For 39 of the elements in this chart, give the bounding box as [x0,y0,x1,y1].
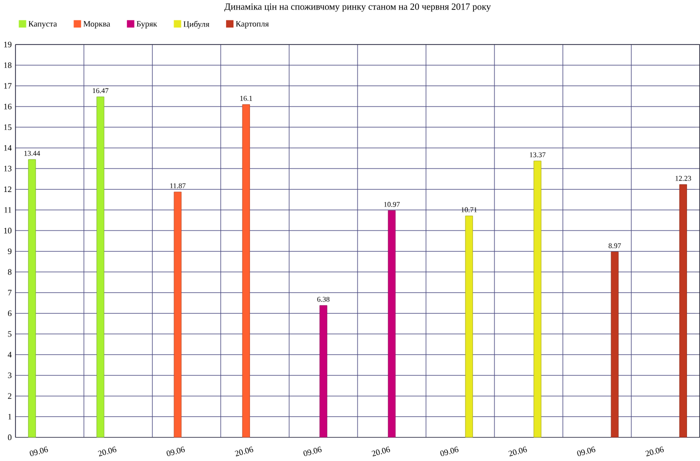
y-tick-label: 13 [4,166,12,172]
y-tick-label: 9 [8,248,12,254]
legend-label: Цибуля [184,20,210,29]
y-tick-label: 8 [8,269,12,275]
y-tick-label: 18 [4,62,12,68]
y-tick-label: 16 [4,104,12,110]
legend-label: Картопля [236,21,269,28]
y-tick-label: 1 [8,414,12,420]
y-tick-label: 2 [8,393,12,399]
x-tick-label: 09.06 [303,446,322,456]
x-tick-label: 20.06 [508,446,527,456]
bar [28,159,36,438]
x-tick-label: 20.06 [645,446,664,456]
x-tick-label: 09.06 [440,446,458,456]
x-tick-label: 09.06 [166,446,185,456]
bar [534,160,542,438]
y-tick-label: 10 [4,228,12,234]
y-tick-label: 0 [8,434,12,440]
y-tick-label: 15 [4,124,12,130]
bar [465,216,473,438]
y-tick-label: 17 [4,83,12,89]
chart-title: Динаміка цін на споживчому ринку станом на 20 червня 2017 року [224,4,491,12]
y-tick-label: 14 [4,145,12,151]
x-tick-label: 20.06 [98,446,116,456]
x-tick-label: 09.06 [30,446,48,456]
y-tick-label: 5 [8,331,12,337]
y-tick-label: 6 [8,310,12,316]
y-tick-label: 12 [4,186,12,192]
legend-label: Морква [83,21,110,28]
legend-label: Капуста [28,21,57,28]
y-tick-label: 3 [8,372,12,378]
y-tick-label: 19 [4,42,12,48]
y-tick-label: 7 [8,290,12,296]
legend-label: Буряк [136,21,158,28]
x-tick-label: 09.06 [577,446,596,456]
y-tick-label: 4 [8,352,12,358]
x-tick-label: 20.06 [234,446,254,456]
x-tick-label: 20.06 [372,446,390,456]
y-tick-label: 11 [4,207,12,213]
